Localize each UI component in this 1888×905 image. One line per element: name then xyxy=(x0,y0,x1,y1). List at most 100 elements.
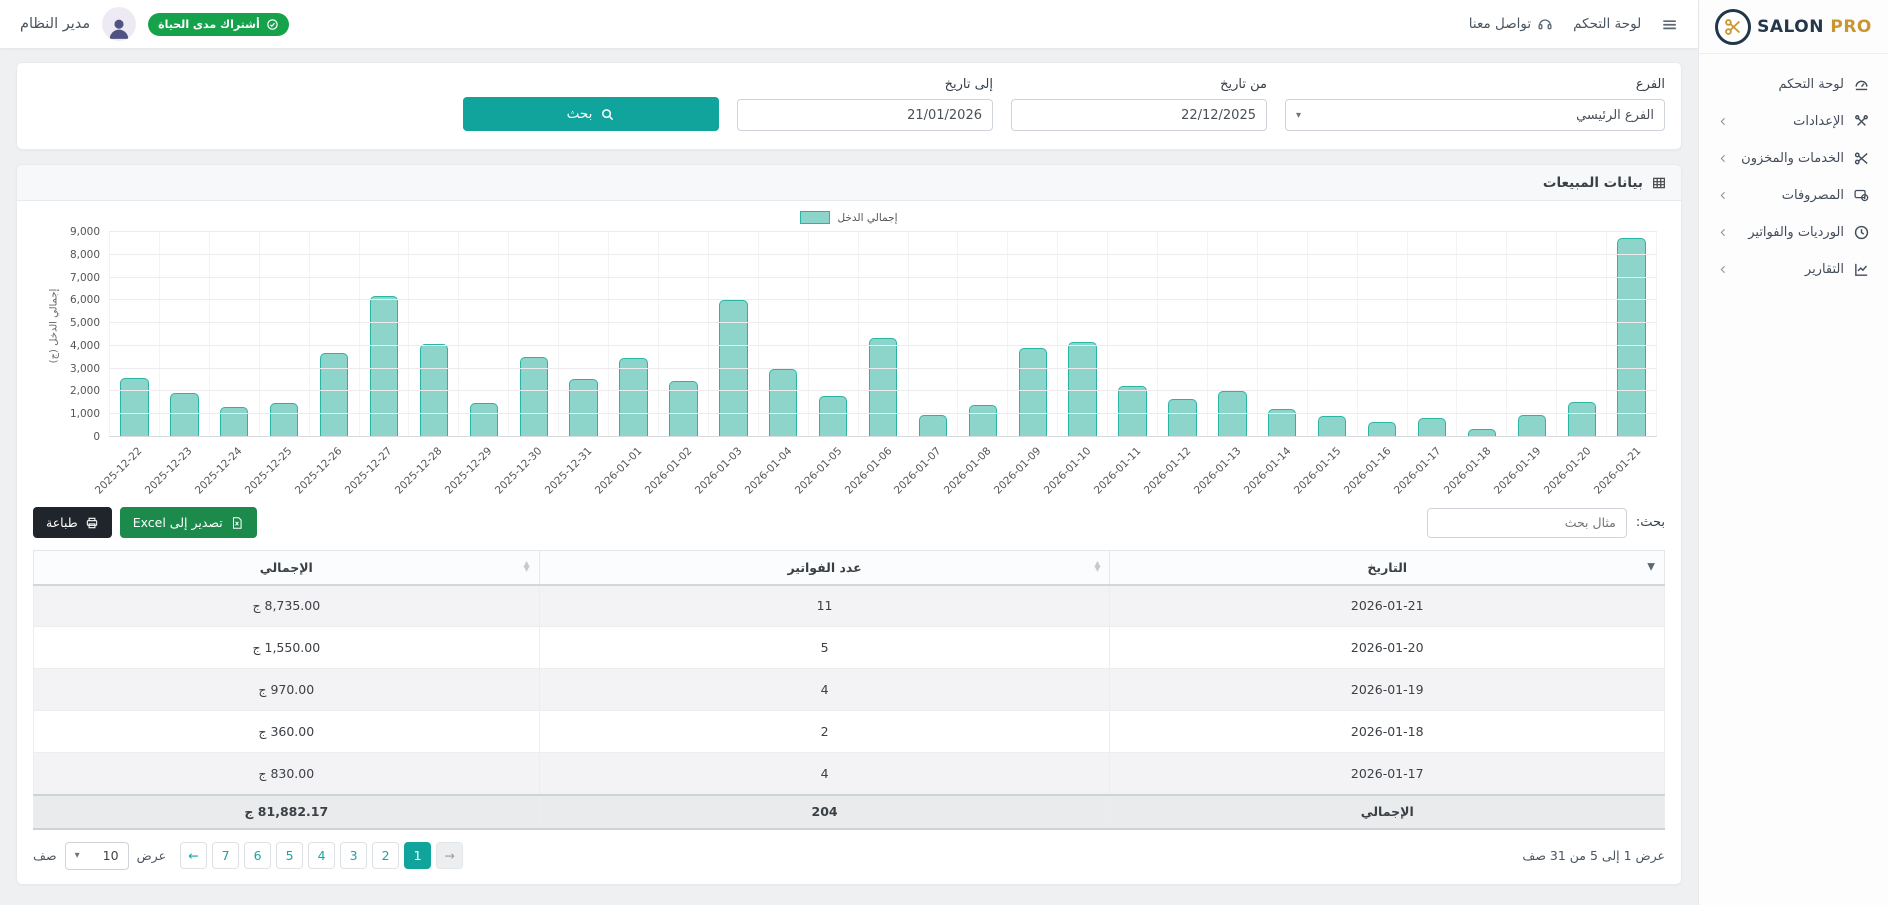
table-footer-cell: 204 xyxy=(539,795,1110,829)
page-size-group: عرض 10 ▾ صف xyxy=(33,842,166,870)
table-cell: 2026-01-17 xyxy=(1110,753,1665,795)
bar xyxy=(1118,386,1146,437)
table-cell: 830.00 ج xyxy=(34,753,540,795)
table-cell: 5 xyxy=(539,627,1110,669)
pagination-next-button[interactable]: ← xyxy=(180,842,207,869)
bar xyxy=(919,415,947,437)
gridline xyxy=(109,390,1657,391)
table-icon xyxy=(1651,175,1667,191)
bar xyxy=(120,378,148,437)
headset-icon xyxy=(1537,16,1553,32)
from-date-input[interactable] xyxy=(1011,99,1267,131)
bar-slot xyxy=(209,232,259,437)
chevron-left-icon xyxy=(1717,189,1730,202)
gauge-icon xyxy=(1853,76,1870,93)
hamburger-menu-icon[interactable]: ≡ xyxy=(1661,14,1678,34)
sales-card-title: بيانات المبيعات xyxy=(1543,175,1643,191)
bar-slot xyxy=(259,232,309,437)
y-tick-label: 3,000 xyxy=(70,363,100,375)
pagination-page-3[interactable]: 3 xyxy=(340,842,367,869)
bar-slot xyxy=(309,232,359,437)
bar-slot xyxy=(1057,232,1107,437)
topbar: ≡ لوحة التحكم تواصل معنا أشتراك مدى الحي… xyxy=(0,0,1698,48)
bar xyxy=(1617,238,1645,437)
y-axis-title: إجمالي الدخل (ج) xyxy=(48,289,59,364)
column-header-0[interactable]: التاريخ▼ xyxy=(1110,551,1665,585)
sidebar-item-dashboard[interactable]: لوحة التحكم xyxy=(1699,66,1888,103)
chevron-left-icon xyxy=(1717,152,1730,165)
sales-table: التاريخ▼عدد الفواتير▲▼الإجمالي▲▼ 2026-01… xyxy=(33,550,1665,830)
export-excel-button[interactable]: تصدير إلى Excel xyxy=(120,507,257,538)
bar xyxy=(1068,342,1096,437)
salon-pro-logo[interactable]: SALON PRO xyxy=(1699,0,1888,54)
bar-slot xyxy=(1606,232,1657,437)
sidebar-item-expenses[interactable]: المصروفات xyxy=(1699,177,1888,214)
check-circle-icon xyxy=(266,18,279,31)
filter-card: الفرع الفرع الرئيسي ▾ من تاريخ إلى تاريخ xyxy=(16,62,1682,150)
bar-slot xyxy=(608,232,658,437)
gridline xyxy=(109,231,1657,232)
bar xyxy=(569,379,597,437)
column-header-2[interactable]: الإجمالي▲▼ xyxy=(34,551,540,585)
x-tick-label: 2025-12-22 xyxy=(93,445,145,497)
y-tick-label: 0 xyxy=(93,431,100,443)
search-icon xyxy=(600,107,615,122)
pagination-page-5[interactable]: 5 xyxy=(276,842,303,869)
gridline xyxy=(109,413,1657,414)
bar xyxy=(1518,415,1546,437)
branch-select[interactable]: الفرع الرئيسي ▾ xyxy=(1285,99,1665,131)
bar xyxy=(320,353,348,437)
bar xyxy=(520,357,548,437)
bar-slot xyxy=(408,232,458,437)
avatar[interactable] xyxy=(102,7,136,41)
sidebar-item-settings[interactable]: الإعدادات xyxy=(1699,103,1888,140)
nav-contact-link[interactable]: تواصل معنا xyxy=(1469,16,1553,32)
sidebar-item-label: لوحة التحكم xyxy=(1717,77,1844,92)
table-row: 2026-01-182360.00 ج xyxy=(34,711,1665,753)
pagination-page-6[interactable]: 6 xyxy=(244,842,271,869)
bar xyxy=(1568,402,1596,437)
sidebar-item-services-inventory[interactable]: الخدمات والمخزون xyxy=(1699,140,1888,177)
sidebar-item-shifts-invoices[interactable]: الورديات والفواتير xyxy=(1699,214,1888,251)
bar-slot xyxy=(758,232,808,437)
sidebar-item-reports[interactable]: التقارير xyxy=(1699,251,1888,288)
pagination-page-2[interactable]: 2 xyxy=(372,842,399,869)
table-row: 2026-01-194970.00 ج xyxy=(34,669,1665,711)
bar-slot xyxy=(1157,232,1207,437)
table-search-input[interactable] xyxy=(1427,508,1627,538)
x-slot: 2026-01-21 xyxy=(1607,437,1657,501)
user-name: مدير النظام xyxy=(20,16,90,32)
chart-legend[interactable]: إجمالي الدخل xyxy=(29,211,1669,224)
table-footer-cell: 81,882.17 ج xyxy=(34,795,540,829)
bar-slot xyxy=(908,232,958,437)
export-buttons: تصدير إلى Excel طباعة xyxy=(33,507,257,538)
to-date-input[interactable] xyxy=(737,99,993,131)
search-button[interactable]: بحث xyxy=(463,97,719,131)
subscription-badge: أشتراك مدى الحياة xyxy=(148,13,289,36)
table-cell: 2026-01-18 xyxy=(1110,711,1665,753)
app-root: SALON PRO لوحة التحكم الإعداداتالخدمات وا… xyxy=(0,0,1888,905)
sales-card: بيانات المبيعات إجمالي الدخل إجمالي الدخ… xyxy=(16,164,1682,885)
bar xyxy=(270,403,298,437)
nav-dashboard-link[interactable]: لوحة التحكم xyxy=(1573,16,1641,32)
table-row: 2026-01-174830.00 ج xyxy=(34,753,1665,795)
chart-icon xyxy=(1853,261,1870,278)
pagination-page-4[interactable]: 4 xyxy=(308,842,335,869)
pagination-page-7[interactable]: 7 xyxy=(212,842,239,869)
bar xyxy=(769,369,797,437)
print-button[interactable]: طباعة xyxy=(33,507,112,538)
branch-selected-value: الفرع الرئيسي xyxy=(1576,108,1654,123)
sales-card-header: بيانات المبيعات xyxy=(17,165,1681,201)
column-header-1[interactable]: عدد الفواتير▲▼ xyxy=(539,551,1110,585)
bar-slot xyxy=(1207,232,1257,437)
chart-plot-area: 01,0002,0003,0004,0005,0006,0007,0008,00… xyxy=(109,232,1657,437)
table-cell: 2026-01-19 xyxy=(1110,669,1665,711)
pagination-page-1[interactable]: 1 xyxy=(404,842,431,869)
table-actions-row: بحث: تصدير إلى Excel xyxy=(17,501,1681,550)
page-size-select[interactable]: 10 ▾ xyxy=(65,842,129,870)
sort-desc-icon: ▼ xyxy=(1647,562,1655,573)
bar xyxy=(370,296,398,437)
y-tick-label: 4,000 xyxy=(70,340,100,352)
y-tick-label: 1,000 xyxy=(70,408,100,420)
bar-slot xyxy=(957,232,1007,437)
